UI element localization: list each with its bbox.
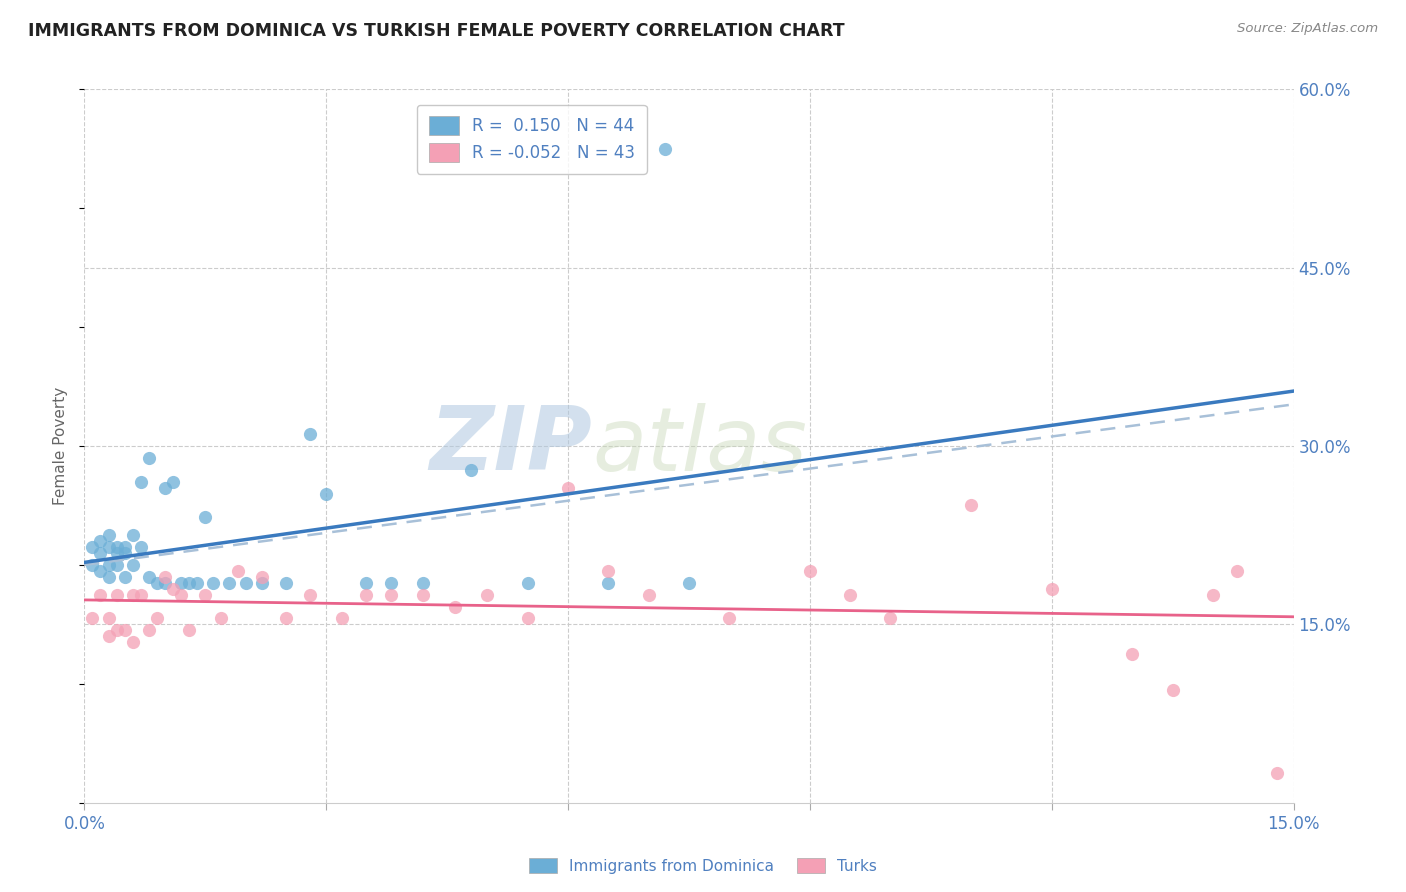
- Point: [89, 564, 111, 578]
- Point: [153, 481, 176, 495]
- Point: [146, 611, 169, 625]
- Point: [97, 540, 120, 554]
- Point: [129, 540, 152, 554]
- Point: [839, 588, 862, 602]
- Point: [299, 588, 322, 602]
- Point: [121, 528, 143, 542]
- Point: [121, 588, 143, 602]
- Point: [114, 546, 136, 560]
- Point: [121, 558, 143, 572]
- Point: [516, 575, 538, 590]
- Point: [89, 546, 111, 560]
- Legend: Immigrants from Dominica, Turks: Immigrants from Dominica, Turks: [523, 852, 883, 880]
- Point: [105, 588, 128, 602]
- Text: Source: ZipAtlas.com: Source: ZipAtlas.com: [1237, 22, 1378, 36]
- Point: [138, 450, 160, 465]
- Text: ZIP: ZIP: [429, 402, 592, 490]
- Point: [299, 427, 322, 442]
- Point: [105, 624, 128, 638]
- Point: [516, 611, 538, 625]
- Point: [274, 575, 297, 590]
- Point: [89, 534, 111, 549]
- Point: [121, 635, 143, 649]
- Point: [97, 611, 120, 625]
- Point: [194, 510, 217, 524]
- Point: [1040, 582, 1063, 596]
- Point: [1226, 564, 1249, 578]
- Point: [146, 575, 169, 590]
- Point: [799, 564, 821, 578]
- Point: [678, 575, 700, 590]
- Y-axis label: Female Poverty: Female Poverty: [53, 387, 69, 505]
- Point: [1121, 647, 1143, 661]
- Point: [97, 558, 120, 572]
- Point: [202, 575, 225, 590]
- Point: [960, 499, 983, 513]
- Point: [460, 463, 482, 477]
- Point: [250, 575, 273, 590]
- Point: [179, 575, 201, 590]
- Point: [179, 624, 201, 638]
- Point: [315, 486, 337, 500]
- Text: IMMIGRANTS FROM DOMINICA VS TURKISH FEMALE POVERTY CORRELATION CHART: IMMIGRANTS FROM DOMINICA VS TURKISH FEMA…: [28, 22, 845, 40]
- Point: [89, 588, 111, 602]
- Point: [129, 588, 152, 602]
- Point: [412, 588, 434, 602]
- Point: [209, 611, 232, 625]
- Point: [356, 588, 378, 602]
- Point: [138, 624, 160, 638]
- Point: [82, 540, 104, 554]
- Point: [598, 564, 620, 578]
- Legend: R =  0.150   N = 44, R = -0.052   N = 43: R = 0.150 N = 44, R = -0.052 N = 43: [418, 104, 647, 174]
- Point: [97, 570, 120, 584]
- Point: [1267, 766, 1289, 780]
- Point: [218, 575, 240, 590]
- Point: [444, 599, 467, 614]
- Point: [226, 564, 249, 578]
- Point: [105, 540, 128, 554]
- Point: [654, 142, 676, 156]
- Point: [129, 475, 152, 489]
- Point: [380, 588, 402, 602]
- Point: [105, 546, 128, 560]
- Point: [186, 575, 208, 590]
- Point: [1161, 682, 1184, 697]
- Point: [235, 575, 257, 590]
- Point: [114, 540, 136, 554]
- Point: [194, 588, 217, 602]
- Point: [330, 611, 353, 625]
- Point: [170, 588, 193, 602]
- Point: [97, 528, 120, 542]
- Point: [82, 611, 104, 625]
- Point: [114, 570, 136, 584]
- Point: [250, 570, 273, 584]
- Point: [105, 558, 128, 572]
- Text: atlas: atlas: [592, 403, 807, 489]
- Point: [170, 575, 193, 590]
- Point: [1202, 588, 1225, 602]
- Point: [879, 611, 901, 625]
- Point: [380, 575, 402, 590]
- Point: [356, 575, 378, 590]
- Point: [274, 611, 297, 625]
- Point: [718, 611, 741, 625]
- Point: [557, 481, 579, 495]
- Point: [412, 575, 434, 590]
- Point: [97, 629, 120, 643]
- Point: [637, 588, 659, 602]
- Point: [153, 570, 176, 584]
- Point: [153, 575, 176, 590]
- Point: [82, 558, 104, 572]
- Point: [138, 570, 160, 584]
- Point: [114, 624, 136, 638]
- Point: [477, 588, 499, 602]
- Point: [162, 475, 184, 489]
- Point: [598, 575, 620, 590]
- Point: [162, 582, 184, 596]
